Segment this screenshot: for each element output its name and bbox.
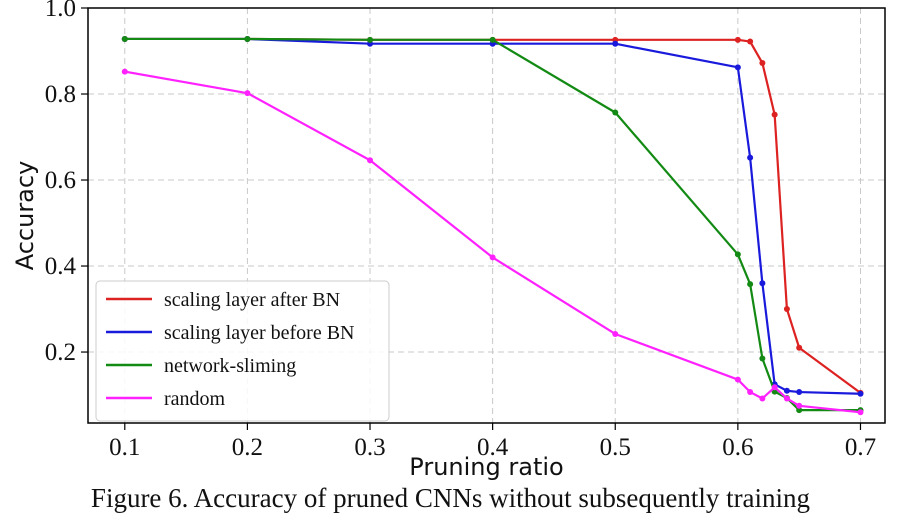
data-point	[759, 395, 766, 402]
accuracy-line-chart: 0.1 0.2 0.3 0.4 0.5 0.6 0.7 0.2 0.4 0.6 0.8 1.0 Pru…	[11, 0, 886, 480]
y-tick-label: 0.8	[45, 81, 76, 108]
legend-label: scaling layer after BN	[164, 289, 340, 311]
x-tick-label: 0.4	[477, 434, 509, 461]
data-point	[796, 344, 803, 351]
data-point	[612, 109, 619, 116]
y-axis-label: Accuracy	[11, 161, 39, 271]
figure-caption: Figure 6. Accuracy of pruned CNNs withou…	[90, 483, 811, 513]
x-tick-label: 0.1	[109, 434, 140, 461]
data-point	[783, 387, 790, 394]
x-axis-label: Pruning ratio	[409, 453, 563, 480]
data-point	[747, 389, 754, 396]
data-point	[747, 154, 754, 161]
y-tick-label: 0.6	[45, 167, 76, 194]
data-point	[244, 90, 251, 97]
x-tick-label: 0.2	[232, 434, 263, 461]
data-point	[796, 389, 803, 396]
data-point	[783, 306, 790, 313]
plot-frame	[87, 7, 886, 424]
y-tick-label: 0.2	[45, 339, 76, 366]
data-point	[747, 281, 754, 288]
data-point	[747, 38, 754, 45]
data-point	[857, 409, 864, 416]
axis-ticks: 0.1 0.2 0.3 0.4 0.5 0.6 0.7 0.2 0.4 0.6 0.8 1.0	[45, 0, 876, 461]
x-tick-label: 0.6	[722, 434, 753, 461]
data-point	[759, 355, 766, 362]
data-point	[783, 395, 790, 402]
data-point	[759, 60, 766, 67]
x-tick-label: 0.7	[845, 434, 876, 461]
legend-label: network-sliming	[164, 355, 296, 377]
data-point	[734, 64, 741, 71]
data-point	[857, 390, 864, 397]
data-point	[734, 251, 741, 258]
data-point	[759, 280, 766, 287]
series-3	[121, 68, 864, 416]
data-point	[489, 254, 496, 261]
data-point	[367, 157, 374, 164]
data-point	[489, 36, 496, 43]
y-tick-label: 1.0	[45, 0, 76, 22]
x-tick-label: 0.3	[354, 434, 385, 461]
data-point	[612, 330, 619, 337]
series-lines	[121, 35, 864, 416]
data-point	[771, 384, 778, 391]
legend-label: random	[164, 388, 226, 410]
x-tick-label: 0.5	[600, 434, 631, 461]
data-point	[796, 402, 803, 409]
data-point	[121, 68, 128, 75]
data-point	[244, 35, 251, 42]
data-point	[796, 407, 803, 414]
data-point	[612, 40, 619, 47]
data-point	[771, 111, 778, 118]
data-point	[734, 376, 741, 383]
legend-label: scaling layer before BN	[164, 322, 354, 344]
data-point	[367, 36, 374, 43]
legend-box	[95, 280, 390, 422]
legend: scaling layer after BN scaling layer befo…	[95, 280, 390, 422]
data-point	[734, 36, 741, 43]
data-point	[121, 35, 128, 42]
y-tick-label: 0.4	[45, 253, 77, 280]
